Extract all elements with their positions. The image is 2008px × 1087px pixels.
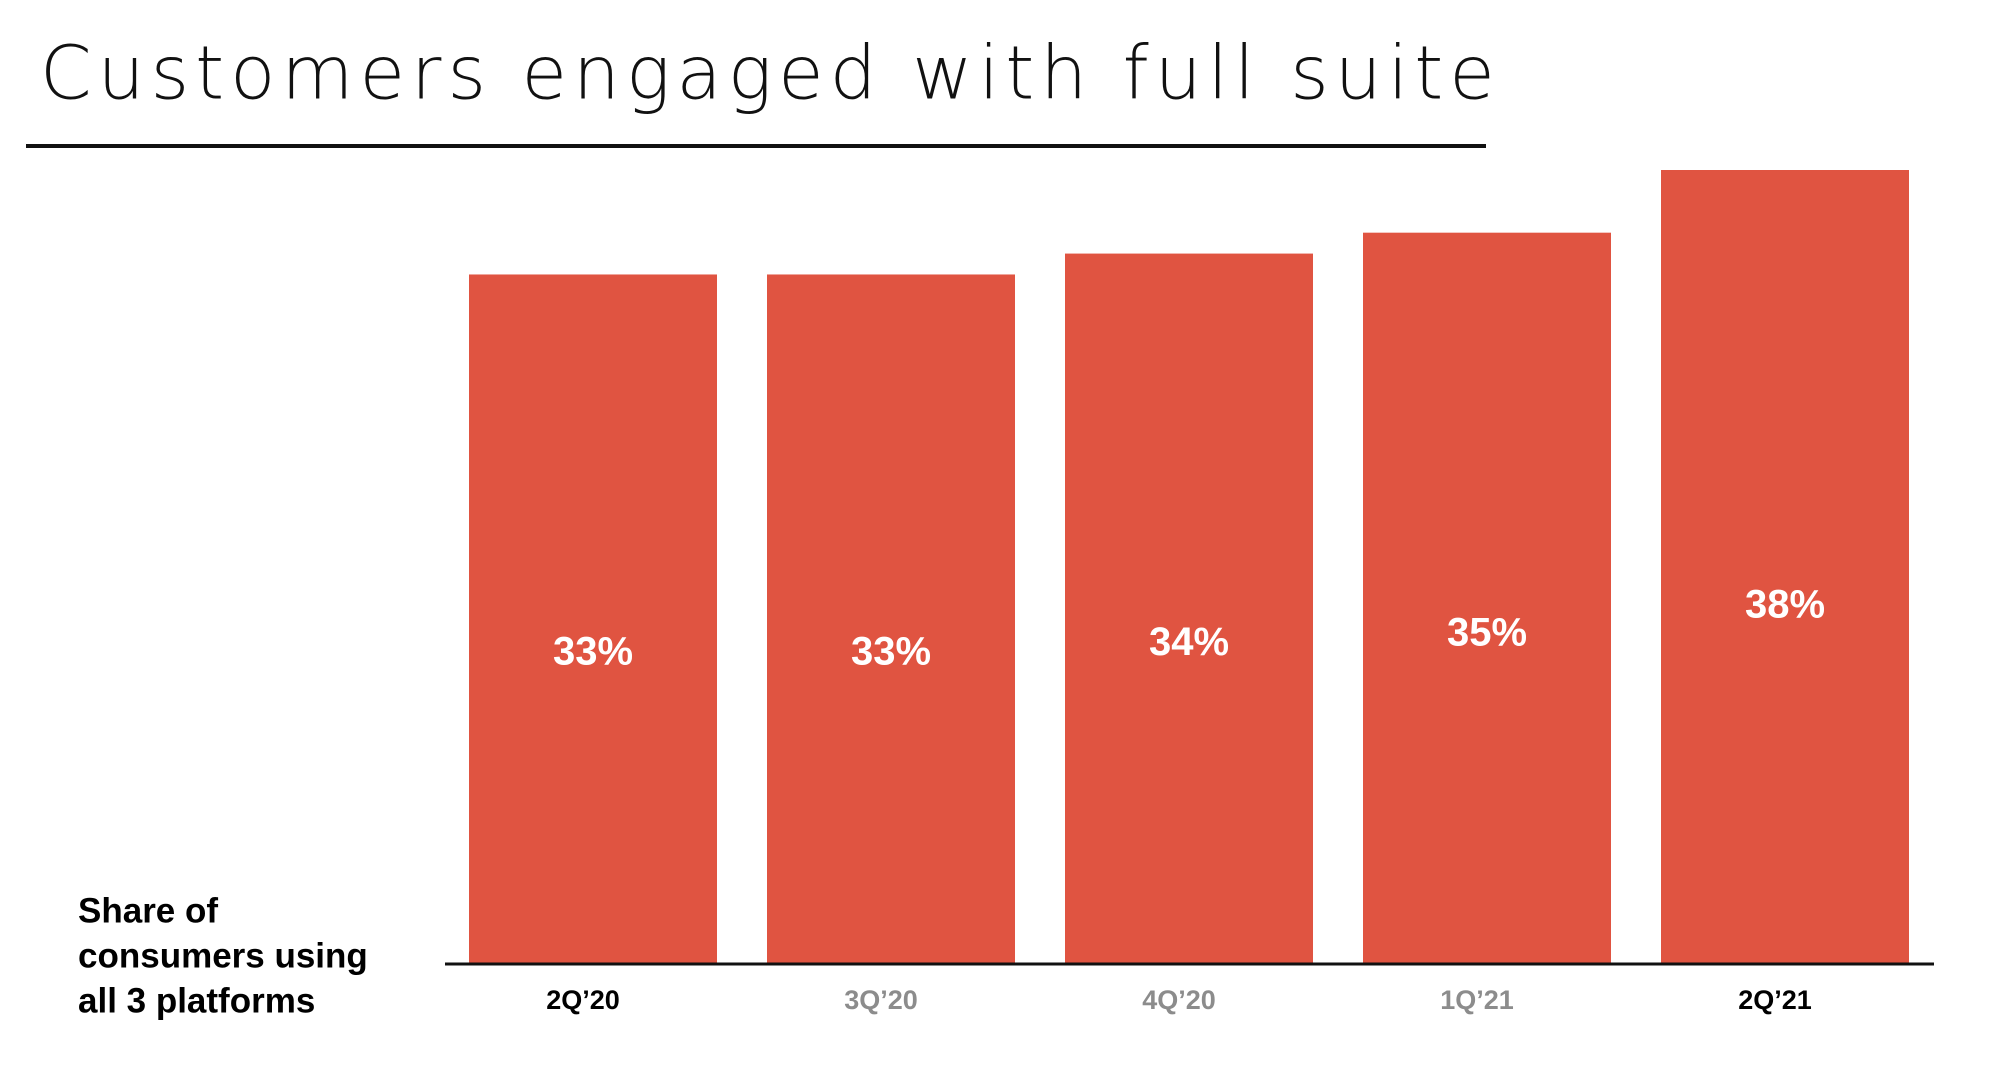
value-label: 33% (851, 629, 931, 673)
y-axis-title: all 3 platforms (78, 981, 315, 1020)
x-tick-label: 1Q’21 (1440, 985, 1514, 1015)
value-label: 33% (553, 629, 633, 673)
value-label: 35% (1447, 610, 1527, 654)
bar (1065, 253, 1313, 964)
bar (1363, 232, 1611, 964)
y-axis-title: consumers using (78, 936, 368, 975)
y-axis-title: Share of (78, 891, 218, 930)
x-tick-label: 2Q’20 (546, 985, 620, 1015)
bar (469, 274, 717, 964)
chart-title: Customers engaged with full suite (40, 31, 1501, 117)
bar (767, 274, 1015, 964)
x-tick-label: 3Q’20 (844, 985, 918, 1015)
value-label: 38% (1745, 582, 1825, 626)
x-tick-label: 2Q’21 (1738, 985, 1812, 1015)
x-tick-label: 4Q’20 (1142, 985, 1216, 1015)
value-label: 34% (1149, 620, 1229, 664)
bar (1661, 170, 1909, 964)
